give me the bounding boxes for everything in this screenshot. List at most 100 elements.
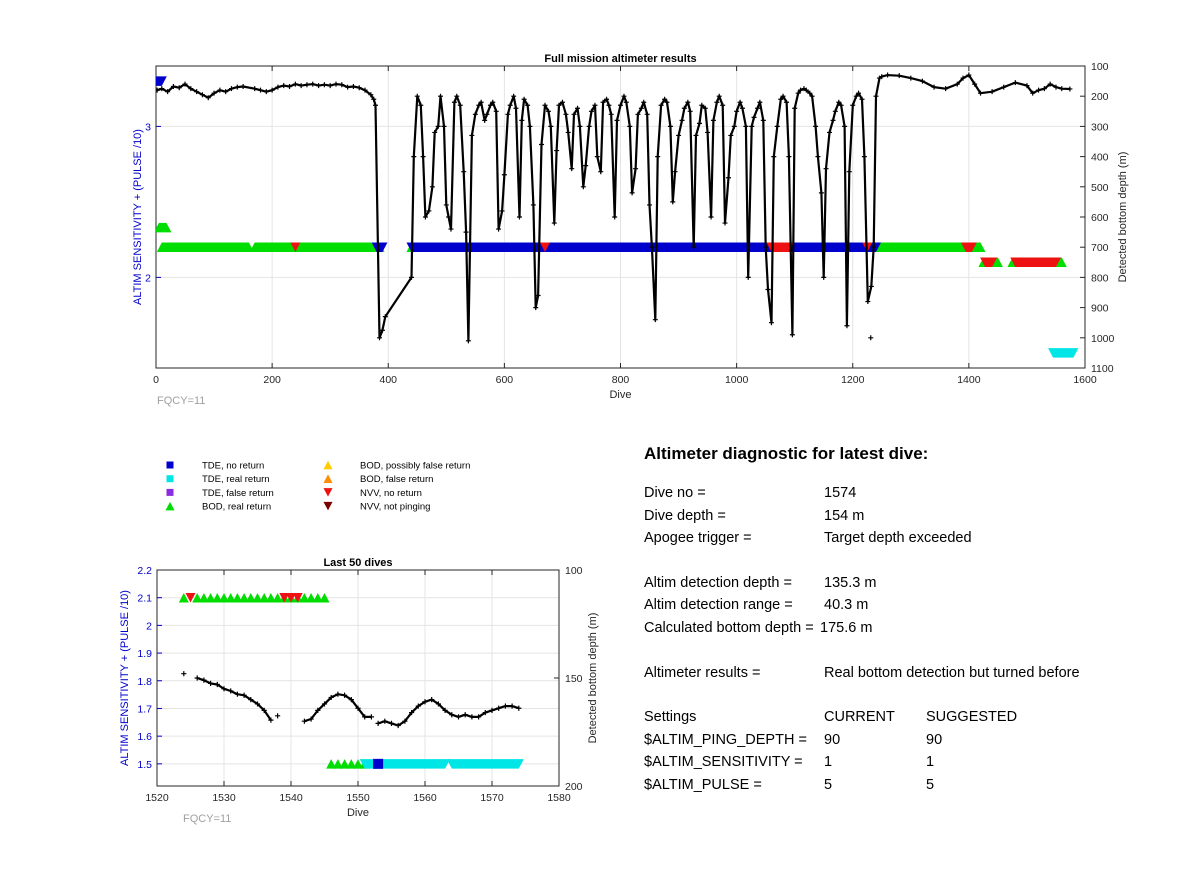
depth-point — [546, 108, 552, 114]
depth-point — [827, 129, 833, 135]
depth-point — [418, 102, 424, 108]
depth-point — [408, 274, 414, 280]
depth-point — [476, 102, 482, 108]
legend-entry: NVV, no return — [323, 488, 422, 499]
y2-tick-label: 100 — [565, 565, 583, 577]
depth-point — [269, 87, 275, 93]
y-tick-label: 1.6 — [137, 731, 152, 743]
depth-point — [268, 717, 274, 723]
marker-range — [980, 257, 998, 268]
marker-band — [371, 242, 881, 252]
depth-point — [487, 102, 493, 108]
depth-point — [623, 99, 629, 105]
depth-point — [521, 96, 527, 102]
depth-point — [586, 123, 592, 129]
depth-point — [672, 169, 678, 175]
x-tick-label: 0 — [153, 374, 159, 386]
depth-point — [409, 709, 415, 716]
depth-point — [606, 102, 612, 108]
depth-line — [156, 74, 1070, 342]
depth-point — [691, 244, 697, 250]
depth-point — [608, 111, 614, 117]
depth-point — [252, 86, 258, 92]
depth-point — [362, 714, 368, 720]
depth-point — [763, 244, 769, 250]
depth-point — [221, 686, 227, 692]
apogee-value: Target depth exceeded — [824, 530, 972, 547]
depth-point — [478, 99, 484, 105]
depth-point — [194, 675, 200, 681]
depth-point — [693, 132, 699, 138]
depth-point — [489, 707, 495, 713]
depth-point — [499, 208, 505, 214]
marker-range — [446, 759, 524, 769]
depth-point — [395, 722, 401, 729]
y2-tick-label: 800 — [1091, 272, 1109, 284]
y-tick-label: 2 — [145, 272, 151, 284]
depth-point — [454, 93, 460, 99]
depth-point — [873, 93, 879, 99]
depth-point — [496, 226, 502, 232]
depth-point — [298, 83, 304, 89]
depth-point — [1001, 84, 1007, 90]
calc-depth-value: 175.6 m — [820, 619, 873, 636]
marker — [339, 759, 350, 769]
depth-point — [743, 123, 749, 129]
depth-point — [815, 154, 821, 160]
y-tick-label: 1.5 — [137, 759, 152, 771]
depth-point — [710, 117, 716, 123]
depth-point — [807, 90, 813, 96]
dive-depth-value: 154 m — [824, 507, 865, 524]
depth-point — [687, 108, 693, 114]
marker — [219, 592, 229, 603]
depth-point — [199, 92, 205, 98]
marker — [265, 592, 276, 603]
depth-point — [571, 111, 577, 117]
ping-depth-label: $ALTIM_PING_DEPTH = — [644, 731, 807, 748]
depth-point — [696, 120, 702, 126]
depth-line — [304, 693, 372, 723]
depth-point — [556, 102, 562, 108]
depth-point — [780, 93, 786, 99]
calc-depth-row: Calculated bottom depth = 175.6 m — [644, 620, 1184, 643]
legend-entry: NVV, not pinging — [323, 502, 430, 513]
settings-label: Settings — [644, 709, 697, 726]
depth-point — [402, 718, 408, 724]
y-tick-label: 1.8 — [137, 676, 152, 688]
depth-point — [438, 93, 444, 99]
full-mission-chart: 0 200 400 600 800 1000 1200 1400 1600 2 3 100 200 300… — [132, 53, 1129, 407]
depth-point — [638, 105, 644, 111]
depth-point — [411, 154, 417, 160]
depth-point — [446, 214, 452, 220]
suggested-label: SUGGESTED — [926, 709, 1018, 726]
legend-entry: BOD, possibly false return — [323, 461, 470, 472]
det-range-row: Altim detection range = 40.3 m — [644, 597, 1184, 620]
ping-depth-current: 90 — [824, 731, 841, 748]
depth-point — [745, 274, 751, 280]
depth-point — [859, 96, 865, 102]
marker-range — [156, 242, 254, 252]
marker — [279, 592, 290, 603]
depth-point — [342, 692, 348, 698]
depth-point — [287, 84, 293, 90]
depth-point — [261, 707, 267, 713]
depth-point — [563, 111, 569, 117]
depth-point — [621, 93, 627, 99]
depth-point — [205, 95, 211, 101]
depth-point — [679, 117, 685, 123]
depth-point — [482, 117, 488, 123]
depth-point — [292, 81, 298, 87]
legend: TDE, no return TDE, real return TDE, false… — [165, 461, 470, 513]
depth-point — [339, 82, 345, 88]
ping-depth-row: $ALTIM_PING_DEPTH = 90 90 — [644, 732, 1184, 755]
depth-point — [211, 90, 217, 96]
depth-point — [321, 701, 328, 707]
depth-point — [989, 89, 995, 95]
depth-point — [728, 132, 734, 138]
marker-band — [359, 759, 524, 769]
depth-point — [375, 720, 381, 726]
depth-point — [388, 720, 395, 726]
depth-point — [734, 108, 740, 114]
marker — [245, 592, 256, 603]
depth-point — [809, 93, 815, 99]
